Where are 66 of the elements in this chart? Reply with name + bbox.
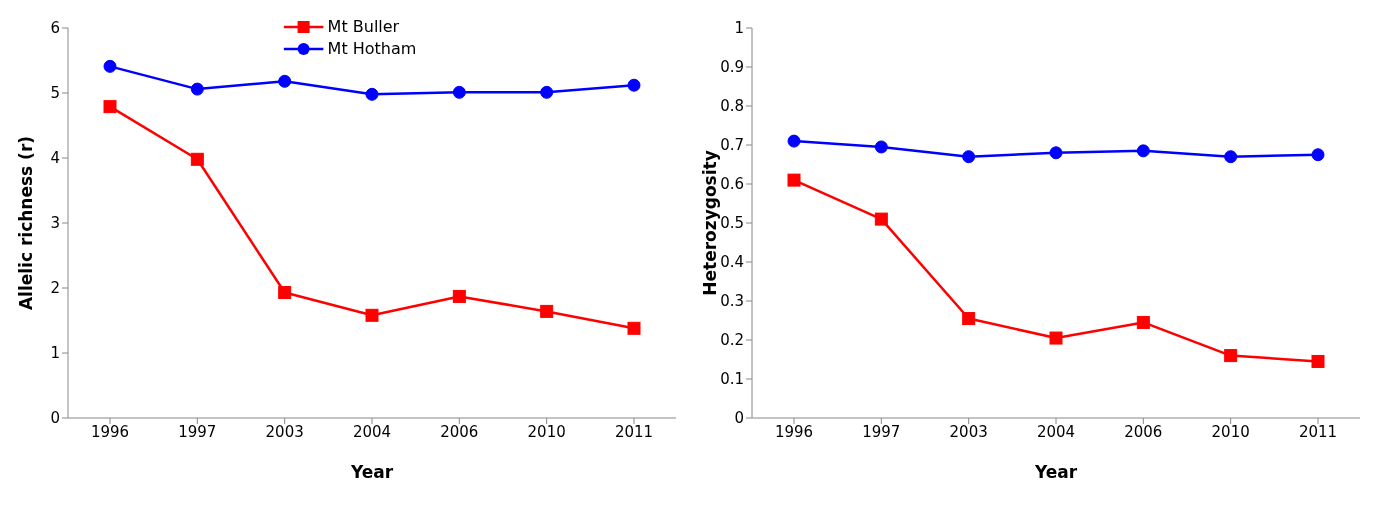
y-tick-label: 0.4 xyxy=(720,253,744,272)
point xyxy=(103,59,117,73)
x-axis-title: Year xyxy=(349,462,394,483)
y-axis-title: Allelic richness (r) xyxy=(16,135,37,311)
y-tick-label: 3 xyxy=(50,214,60,233)
point xyxy=(962,312,976,326)
point xyxy=(452,289,466,303)
x-tick-label: 2004 xyxy=(1036,422,1076,441)
point xyxy=(452,85,466,99)
point xyxy=(278,286,292,300)
point xyxy=(787,134,801,148)
y-tick-label: 0.8 xyxy=(720,97,744,116)
x-tick-label: 1996 xyxy=(90,422,130,441)
point xyxy=(1224,349,1238,363)
point xyxy=(627,78,641,92)
point xyxy=(1136,315,1150,329)
legend-label: Mt Buller xyxy=(327,16,400,38)
point xyxy=(1049,146,1063,160)
y-tick-label: 0.9 xyxy=(720,58,744,77)
point xyxy=(540,85,554,99)
x-tick-label: 2003 xyxy=(265,422,304,441)
point xyxy=(540,304,554,318)
x-tick-label: 2010 xyxy=(527,422,566,441)
x-tick-label: 2004 xyxy=(352,422,392,441)
point xyxy=(627,321,641,335)
x-tick-label: 2010 xyxy=(1211,422,1250,441)
y-tick-label: 1 xyxy=(50,344,60,363)
point xyxy=(874,140,888,154)
y-tick-label: 2 xyxy=(50,279,60,298)
x-tick-label: 2006 xyxy=(440,422,479,441)
y-tick-label: 0.6 xyxy=(720,175,744,194)
y-tick-label: 1 xyxy=(734,19,744,38)
y-axis-title: Heterozygosity xyxy=(700,150,721,296)
y-tick-label: 0.7 xyxy=(720,136,744,155)
point xyxy=(1311,354,1325,368)
y-tick-label: 6 xyxy=(50,19,60,38)
x-tick-label: 1996 xyxy=(774,422,814,441)
point xyxy=(278,74,292,88)
point xyxy=(1224,150,1238,164)
point xyxy=(190,82,204,96)
x-tick-label: 2011 xyxy=(614,422,654,441)
y-tick-label: 4 xyxy=(50,149,60,168)
point xyxy=(962,150,976,164)
point xyxy=(365,308,379,322)
y-tick-label: 0 xyxy=(50,409,60,428)
point xyxy=(787,173,801,187)
point xyxy=(190,152,204,166)
x-axis-title: Year xyxy=(1033,462,1078,483)
y-tick-label: 0.3 xyxy=(720,292,744,311)
y-tick-label: 5 xyxy=(50,84,60,103)
point xyxy=(103,100,117,114)
x-tick-label: 2006 xyxy=(1124,422,1163,441)
x-tick-label: 1997 xyxy=(862,422,901,441)
x-tick-label: 1997 xyxy=(178,422,217,441)
point xyxy=(365,87,379,101)
legend-label: Mt Hotham xyxy=(327,38,417,60)
x-tick-label: 2003 xyxy=(949,422,988,441)
y-tick-label: 0 xyxy=(734,409,744,428)
y-tick-label: 0.5 xyxy=(720,214,744,233)
point xyxy=(874,212,888,226)
y-tick-label: 0.1 xyxy=(720,370,744,389)
x-tick-label: 2011 xyxy=(1298,422,1338,441)
point xyxy=(1311,148,1325,162)
y-tick-label: 0.2 xyxy=(720,331,744,350)
point xyxy=(1136,144,1150,158)
point xyxy=(1049,331,1063,345)
